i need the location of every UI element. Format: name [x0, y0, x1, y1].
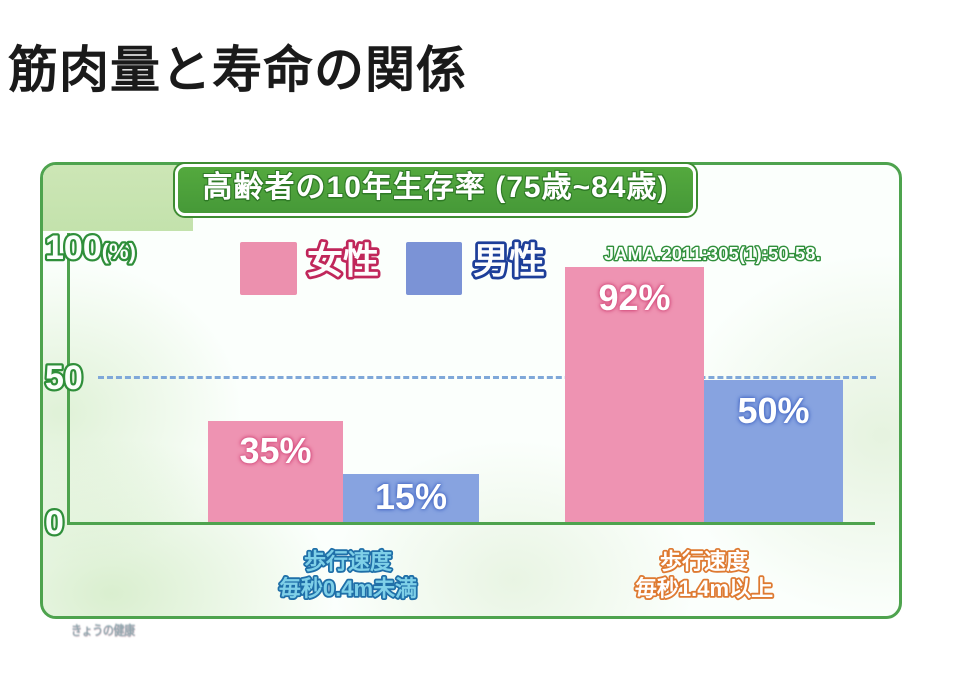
svg-text:女性: 女性 [307, 240, 379, 281]
svg-text:0: 0 [45, 504, 64, 542]
svg-text:歩行速度毎秒1.4m以上: 歩行速度毎秒1.4m以上 [635, 549, 773, 601]
svg-text:JAMA.2011:305(1):50-58.: JAMA.2011:305(1):50-58. [604, 244, 821, 264]
svg-text:歩行速度毎秒0.4m未満: 歩行速度毎秒0.4m未満 [279, 549, 417, 601]
svg-text:男性: 男性 [473, 240, 545, 281]
svg-text:50: 50 [45, 359, 83, 397]
svg-text:100(%): 100(%) [45, 229, 136, 267]
